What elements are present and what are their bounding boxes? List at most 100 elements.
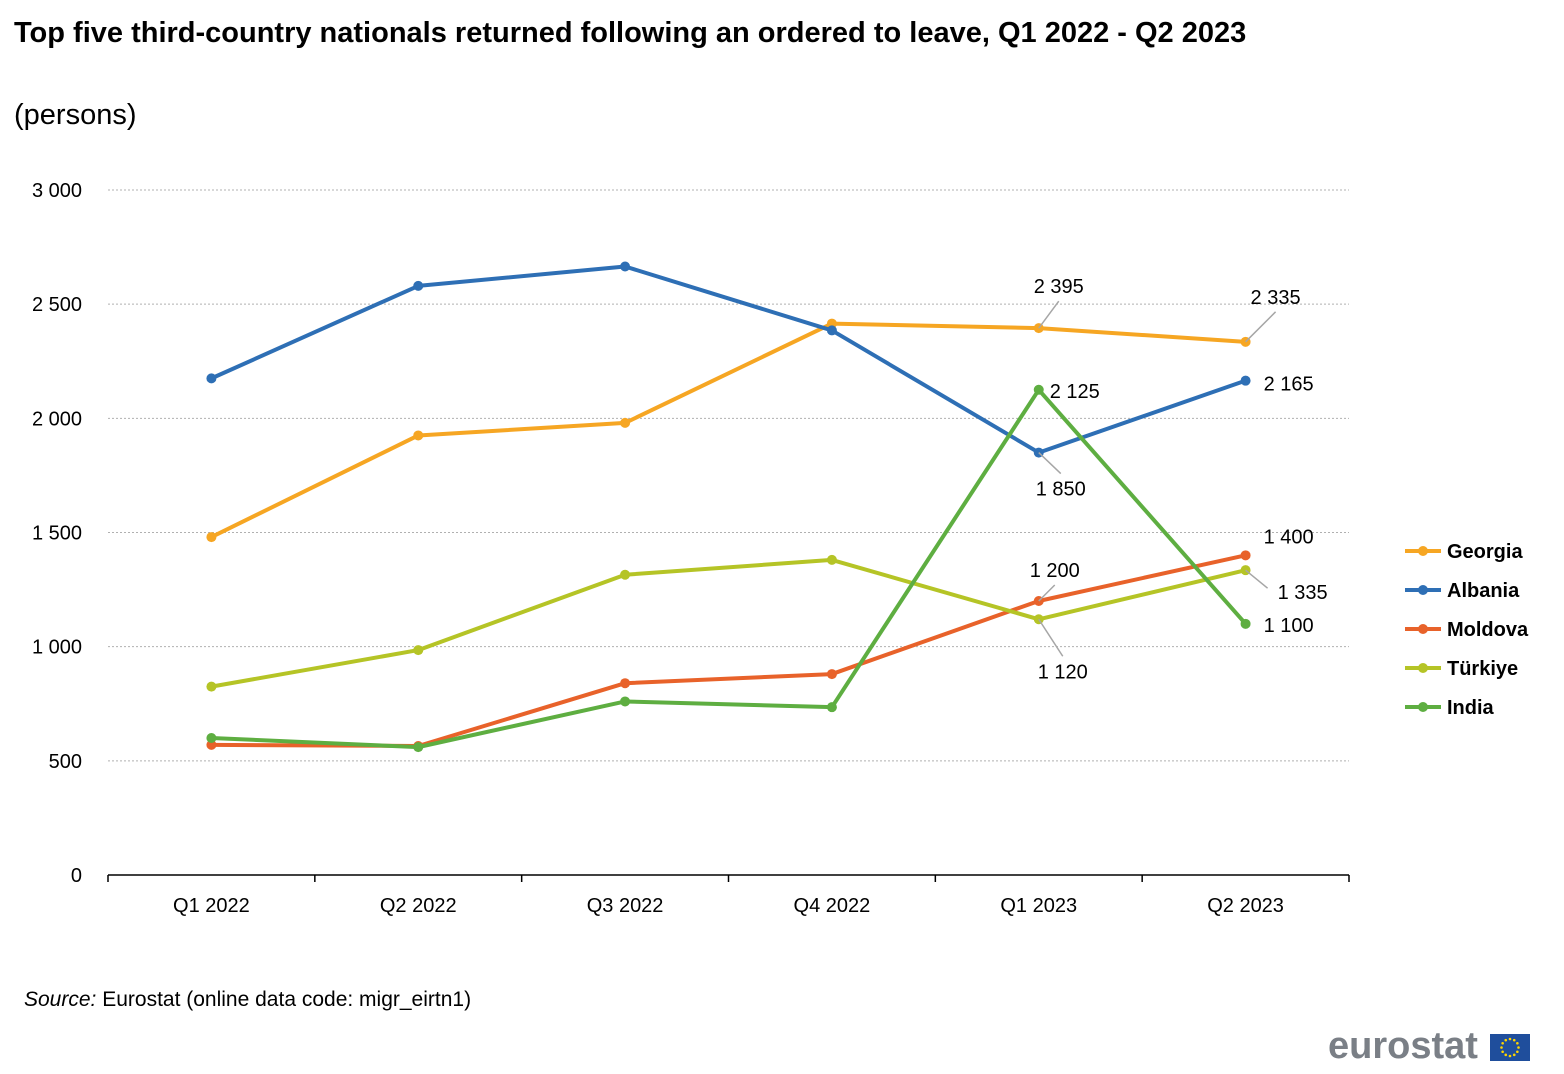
legend-item-trkiye: Türkiye [1405, 658, 1518, 680]
series-line [211, 557, 1247, 689]
legend: Georgia Albania Moldova Türkiye India [1405, 541, 1529, 719]
series-albania [206, 261, 1251, 458]
y-tick-label: 2 000 [32, 408, 82, 430]
flag-star [1504, 1038, 1508, 1042]
x-tick-label: Q1 2023 [1000, 895, 1077, 917]
flag-star [1508, 1037, 1512, 1041]
series-line [210, 264, 1247, 455]
data-label: 1 335 [1278, 582, 1328, 604]
legend-marker [1418, 624, 1428, 634]
eu-flag-icon [1490, 1034, 1530, 1061]
legend-item-georgia: Georgia [1405, 541, 1523, 563]
legend-label: Moldova [1447, 619, 1529, 641]
x-tick-label: Q1 2022 [173, 895, 250, 917]
y-tick-label: 500 [49, 751, 82, 773]
series-lines [206, 261, 1251, 753]
data-point [1240, 550, 1251, 561]
data-label-leaders [1038, 300, 1277, 657]
data-point [413, 645, 424, 656]
data-label: 2 335 [1251, 287, 1301, 309]
data-label: 1 100 [1264, 615, 1314, 637]
flag-star [1500, 1046, 1503, 1049]
x-tick-label: Q4 2022 [794, 895, 871, 917]
legend-label: Albania [1447, 580, 1520, 602]
source-note: Source: Eurostat (online data code: migr… [24, 988, 471, 1012]
legend-marker [1418, 585, 1428, 595]
source-label: Source: [24, 988, 97, 1011]
data-label: 2 125 [1050, 381, 1100, 403]
data-point [826, 325, 837, 336]
series-georgia [206, 318, 1251, 543]
chart-title: Top five third-country nationals returne… [14, 17, 1247, 49]
data-point [1033, 384, 1044, 395]
x-tick-label: Q3 2022 [587, 895, 664, 917]
legend-item-moldova: Moldova [1405, 619, 1529, 641]
chart-subtitle: (persons) [14, 99, 137, 131]
x-tick-label: Q2 2022 [380, 895, 457, 917]
y-tick-label: 1 500 [32, 523, 82, 545]
data-point [620, 261, 631, 272]
gridlines [108, 189, 1349, 762]
flag-star [1517, 1046, 1520, 1049]
legend-label: Georgia [1447, 541, 1523, 563]
series-line [210, 321, 1246, 539]
data-point [620, 678, 631, 689]
data-point [413, 430, 424, 441]
legend-label: India [1447, 697, 1495, 719]
data-label: 1 850 [1036, 479, 1086, 501]
data-label: 2 165 [1264, 374, 1314, 396]
data-point [620, 569, 631, 580]
label-leader-line [1038, 452, 1062, 475]
series-moldova [206, 550, 1251, 751]
label-leader-line [1038, 584, 1056, 602]
data-point [206, 373, 217, 384]
data-label: 1 200 [1030, 560, 1080, 582]
series-line [211, 553, 1247, 748]
legend-marker [1418, 702, 1428, 712]
y-tick-label: 2 500 [32, 294, 82, 316]
data-point [206, 532, 217, 543]
data-label: 1 400 [1264, 526, 1314, 548]
data-label: 1 120 [1038, 661, 1088, 683]
flag-star [1508, 1054, 1512, 1058]
data-point [206, 739, 217, 750]
label-leader-line [1038, 300, 1060, 329]
flag-star [1504, 1053, 1508, 1057]
data-point [206, 681, 217, 692]
data-point [413, 742, 424, 753]
legend-marker [1418, 663, 1428, 673]
series-trkiye [206, 554, 1251, 692]
data-point [826, 318, 837, 329]
data-point [826, 669, 837, 680]
x-axis: Q1 2022 Q2 2022 Q3 2022 Q4 2022 Q1 2023 Q2 20… [107, 874, 1350, 917]
logo-text: eurostat [1328, 1025, 1478, 1067]
label-leader-line [1245, 311, 1277, 343]
label-leader-line [1038, 618, 1064, 657]
data-point [206, 733, 217, 743]
label-leader-line [1245, 569, 1269, 589]
legend-label: Türkiye [1447, 658, 1518, 680]
legend-marker [1418, 546, 1428, 556]
data-labels: 2 395 2 335 1 850 2 165 1 200 1 400 1 120 1 335… [1030, 276, 1328, 683]
y-tick-label: 3 000 [32, 180, 82, 202]
data-point [620, 696, 631, 707]
x-tick-label: Q2 2023 [1207, 895, 1284, 917]
y-tick-label: 0 [71, 865, 82, 887]
series-line [211, 387, 1248, 750]
flag-star [1516, 1050, 1519, 1054]
flag-star [1501, 1041, 1504, 1045]
flag-star [1501, 1050, 1504, 1054]
data-point [1240, 375, 1251, 386]
y-axis-tick-labels: 0 500 1 000 1 500 2 000 2 500 3 000 [32, 180, 82, 887]
data-point [413, 280, 424, 291]
y-tick-label: 1 000 [32, 637, 82, 659]
legend-item-albania: Albania [1405, 580, 1520, 602]
data-point [826, 554, 837, 565]
data-point [1240, 618, 1251, 629]
data-point [826, 702, 837, 713]
source-text: Eurostat (online data code: migr_eirtn1) [96, 988, 472, 1011]
data-point [620, 417, 631, 428]
data-label: 2 395 [1034, 276, 1084, 298]
flag-star [1512, 1038, 1516, 1042]
series-india [206, 384, 1251, 753]
